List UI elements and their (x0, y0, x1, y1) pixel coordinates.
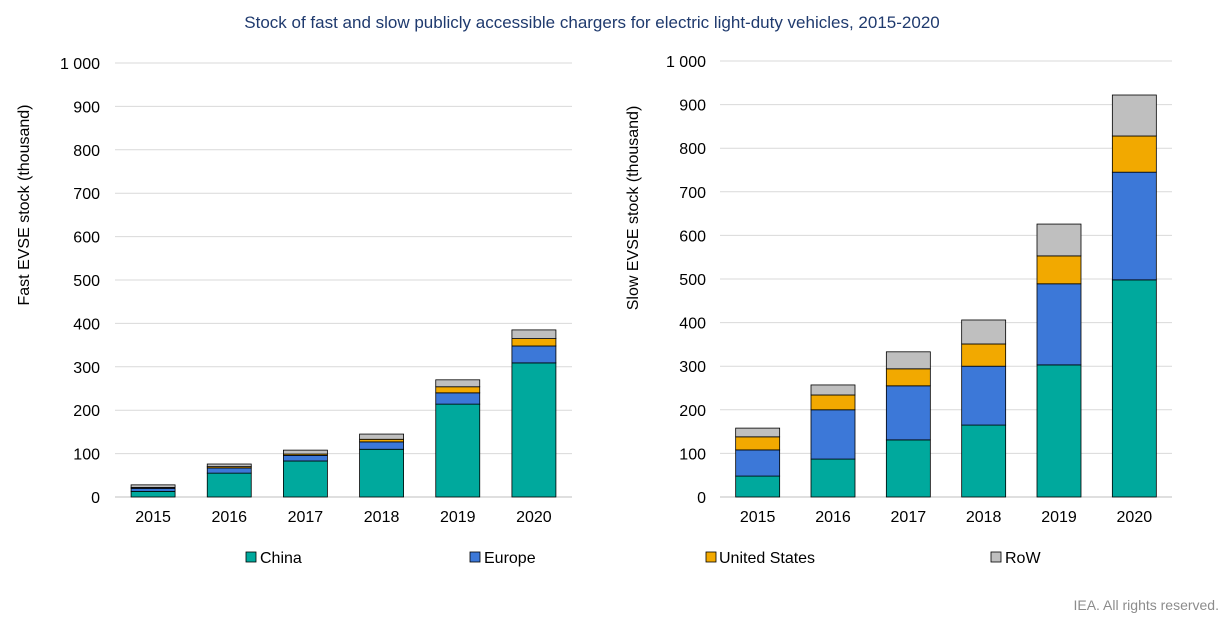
fast-bar-2018-row (359, 433, 404, 440)
slow-chargers-chart: 0 100 200 300 400 500 600 700 800 900 1 000 2015 201… (666, 54, 1172, 526)
fast-y-tick-label: 500 (73, 273, 100, 290)
fast-x-tick-label: 2019 (440, 509, 476, 526)
fast-bar-2015-europe (130, 487, 176, 492)
slow-bar-2019-europe (1036, 283, 1082, 366)
slow-bar-2017-europe (885, 385, 931, 441)
slow-y-tick-label: 0 (697, 490, 706, 507)
slow-bar-2015-china (735, 475, 781, 498)
slow-bar-2018-china (961, 424, 1007, 498)
slow-y-tick-label: 700 (679, 185, 706, 202)
fast-y-tick-label: 100 (73, 447, 100, 464)
legend-item-europe: Europe (469, 550, 536, 567)
fast-bar-2019-europe (435, 392, 481, 405)
slow-y-tick-label: 600 (679, 228, 706, 245)
fast-bar-2017-china (283, 460, 328, 498)
fast-bar-2020-row (511, 329, 557, 339)
slow-bar-2020-china (1111, 279, 1157, 498)
slow-y-tick-label: 500 (679, 272, 706, 289)
slow-bar-2019-row (1036, 223, 1082, 257)
slow-bar-2017-row (885, 351, 931, 370)
fast-y-axis-title: Fast EVSE stock (thousand) (16, 105, 33, 306)
legend-item-china: China (245, 550, 302, 567)
slow-x-tick-label: 2020 (1117, 509, 1153, 526)
slow-y-axis-title: Slow EVSE stock (thousand) (625, 106, 642, 311)
copyright-footer: IEA. All rights reserved. (1073, 597, 1219, 613)
fast-y-tick-label: 600 (73, 230, 100, 247)
fast-y-tick-label: 0 (91, 490, 100, 507)
slow-y-tick-label: 800 (679, 141, 706, 158)
slow-y-tick-label: 1 000 (666, 54, 706, 71)
fast-x-tick-label: 2018 (364, 509, 400, 526)
slow-bar-2015-united-states (735, 436, 781, 451)
fast-bar-2015-row (130, 484, 176, 488)
fast-x-tick-label: 2015 (135, 509, 171, 526)
slow-bar-2020-europe (1111, 171, 1157, 281)
slow-bar-2018-united-states (961, 343, 1007, 367)
slow-x-tick-label: 2015 (740, 509, 776, 526)
slow-bar-2016-europe (810, 409, 856, 460)
fast-bar-2016-europe (206, 467, 252, 474)
slow-bar-2015-europe (735, 449, 781, 477)
fast-y-tick-label: 1 000 (60, 56, 100, 73)
slow-x-tick-label: 2017 (891, 509, 927, 526)
fast-bar-2019-row (435, 379, 481, 388)
slow-x-tick-label: 2019 (1041, 509, 1077, 526)
slow-x-tick-label: 2016 (815, 509, 851, 526)
slow-bar-2020-united-states (1111, 135, 1157, 173)
fast-x-tick-label: 2016 (211, 509, 247, 526)
fast-y-tick-label: 900 (73, 99, 100, 116)
legend-label-united-states: United States (719, 550, 815, 567)
legend-label-row: RoW (1005, 550, 1041, 567)
slow-y-tick-label: 300 (679, 359, 706, 376)
fast-y-tick-label: 300 (73, 360, 100, 377)
slow-bar-2017-china (885, 439, 931, 498)
fast-bar-2016-row (206, 463, 252, 468)
slow-bar-2019-china (1036, 364, 1082, 498)
fast-y-tick-label: 400 (73, 316, 100, 333)
slow-bar-2019-united-states (1036, 255, 1082, 285)
slow-y-tick-label: 100 (679, 446, 706, 463)
legend-swatch-china (245, 551, 257, 563)
slow-y-tick-label: 900 (679, 98, 706, 115)
slow-y-tick-label: 200 (679, 403, 706, 420)
fast-bar-2015-china (130, 490, 176, 498)
fast-y-tick-label: 700 (73, 186, 100, 203)
legend-label-china: China (260, 550, 302, 567)
slow-bar-2018-row (961, 319, 1007, 345)
slow-bar-2018-europe (961, 365, 1007, 426)
fast-y-tick-label: 200 (73, 403, 100, 420)
fast-bar-2020-united-states (511, 338, 557, 347)
fast-bar-2017-europe (283, 454, 328, 462)
legend-item-united-states: United States (705, 550, 815, 567)
fast-bar-2017-row (283, 449, 328, 455)
fast-x-tick-label: 2020 (516, 509, 552, 526)
chart-title: Stock of fast and slow publicly accessib… (244, 13, 939, 32)
slow-bar-2016-united-states (810, 394, 856, 411)
slow-bar-2015-row (735, 427, 781, 438)
slow-x-tick-label: 2018 (966, 509, 1002, 526)
legend-swatch-united-states (705, 551, 717, 563)
legend-item-row: RoW (990, 550, 1041, 567)
fast-bar-2020-europe (511, 345, 557, 364)
fast-bar-2019-united-states (435, 386, 481, 394)
fast-y-tick-label: 800 (73, 143, 100, 160)
legend-swatch-row (990, 551, 1002, 563)
slow-y-tick-label: 400 (679, 316, 706, 333)
slow-bar-2016-china (810, 458, 856, 498)
slow-bar-2017-united-states (885, 368, 931, 387)
legend-label-europe: Europe (484, 550, 536, 567)
fast-bar-2018-china (359, 448, 404, 498)
legend-swatch-europe (469, 551, 481, 563)
legend: China Europe United States RoW (245, 550, 1041, 567)
fast-bar-2018-europe (359, 441, 404, 450)
fast-bar-2020-china (511, 362, 557, 498)
fast-chargers-chart: 0 100 200 300 400 500 600 700 800 900 1 000 2015 201… (60, 56, 572, 526)
fast-bar-2019-china (435, 403, 481, 498)
slow-bar-2016-row (810, 384, 856, 396)
fast-x-tick-label: 2017 (288, 509, 324, 526)
slow-bar-2020-row (1111, 94, 1157, 137)
fast-bar-2016-china (206, 472, 252, 498)
